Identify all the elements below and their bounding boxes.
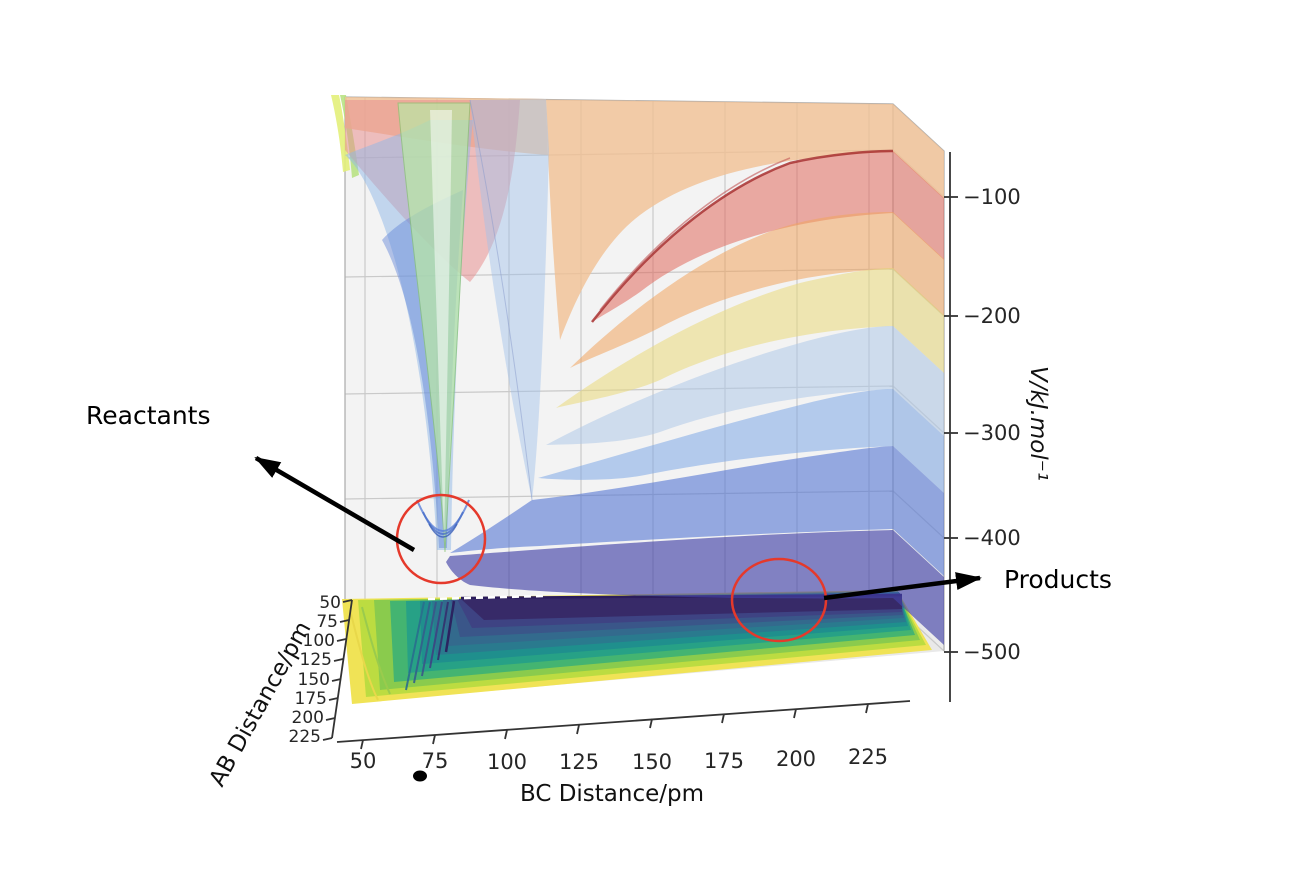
z-tick-labels: −100 −200 −300 −400 −500 [963, 185, 1021, 664]
z-tick-label: −500 [963, 640, 1021, 664]
z-tick-label: −200 [963, 304, 1021, 328]
annotation-reactants: Reactants [86, 401, 487, 585]
x-tick [793, 708, 797, 719]
y-tick-label: 50 [319, 593, 341, 613]
y-tick [336, 638, 347, 642]
contour-level [461, 595, 902, 620]
y-tick [342, 599, 353, 603]
y-tick-label: 100 [303, 631, 335, 651]
x-tick-label: 125 [559, 750, 599, 774]
z-tick-label: −400 [963, 526, 1021, 550]
floor-contour-projection [342, 590, 932, 704]
potential-energy-surface [331, 95, 944, 645]
y-tick [339, 619, 350, 623]
contour-line [444, 600, 456, 653]
contour-line [421, 601, 437, 677]
z-axis-title: V/kJ.mol⁻¹ [1025, 366, 1051, 481]
y-tick-label: 150 [298, 670, 330, 690]
x-tick [865, 703, 869, 714]
y-tick-label: 125 [300, 650, 332, 670]
contour-line [405, 601, 425, 691]
y-tick-label: 75 [316, 612, 338, 632]
x-tick-label: 150 [632, 750, 672, 774]
x-tick-label: 225 [848, 745, 888, 769]
y-axis-spine [331, 599, 353, 739]
surface-valley-strip [397, 102, 471, 553]
surface-band-paleblue [546, 326, 944, 445]
y-tick [333, 658, 344, 662]
x-tick [360, 739, 364, 750]
surface-sliver [331, 95, 350, 172]
surface-band-blue [450, 446, 944, 576]
axis-spines-and-ticks [322, 152, 958, 750]
products-label: Products [1004, 565, 1112, 594]
x-tick [649, 718, 653, 729]
surface-band-orange [570, 212, 944, 368]
x-tick-label: 200 [776, 747, 816, 771]
z-tick-label: −100 [963, 185, 1021, 209]
x-tick [432, 734, 436, 745]
z-tick-label: −300 [963, 421, 1021, 445]
surface-band-indigo [446, 530, 944, 645]
products-arrow [823, 572, 982, 601]
surface-band-yellow [556, 268, 944, 408]
stray-marker-dot [413, 770, 427, 782]
x-tick-label: 100 [487, 750, 527, 774]
x-tick [721, 713, 725, 724]
x-tick-label: 75 [422, 749, 449, 773]
surface-band-red [592, 151, 944, 322]
y-tick [331, 678, 342, 682]
x-tick-labels: 50 75 100 125 150 175 200 225 [350, 745, 888, 774]
reactants-arrow [254, 456, 416, 552]
y-tick [325, 717, 336, 721]
surface-sheet-edge [469, 99, 533, 501]
contour-line [349, 609, 379, 701]
mep-dashed-line [427, 594, 546, 601]
y-tick [322, 737, 333, 741]
surface-ridge-edge [599, 157, 791, 311]
y-tick-label: 175 [295, 689, 327, 709]
y-tick-label: 225 [289, 727, 321, 747]
surface-band-lightblue [538, 389, 944, 493]
x-tick [504, 729, 508, 740]
x-tick [576, 724, 580, 735]
contour-line [429, 601, 443, 669]
y-tick-label: 200 [292, 708, 324, 728]
valley-contour-arc [416, 499, 470, 532]
surface-band-tan [345, 97, 944, 340]
y-tick [328, 697, 339, 701]
x-tick-label: 50 [350, 749, 377, 773]
reactants-label: Reactants [86, 401, 211, 430]
surface-valley-highlight [430, 110, 452, 540]
surface-ridge-edge [591, 149, 894, 323]
valley-contour-arc [422, 511, 464, 535]
contour-line [413, 601, 431, 684]
annotation-products: Products [730, 557, 1112, 643]
surface-sheet [470, 99, 549, 500]
x-axis-spine [336, 700, 911, 743]
x-tick-label: 175 [704, 749, 744, 773]
y-tick-labels: 50 75 100 125 150 175 200 225 [289, 593, 341, 747]
reactant-valley-striations [405, 600, 456, 691]
valley-contour-arc [428, 523, 458, 538]
contour-line [361, 606, 391, 695]
contour-line [437, 601, 449, 661]
x-axis-title: BC Distance/pm [520, 781, 704, 807]
